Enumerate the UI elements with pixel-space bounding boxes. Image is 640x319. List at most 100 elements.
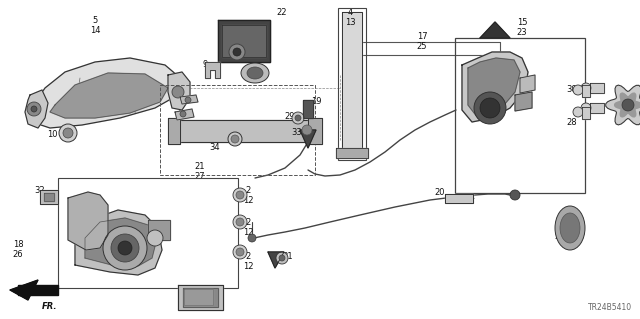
Polygon shape — [222, 25, 266, 57]
Polygon shape — [218, 20, 270, 62]
Text: 2
12: 2 12 — [243, 252, 253, 271]
Ellipse shape — [560, 213, 580, 243]
Text: 21
27: 21 27 — [195, 162, 205, 181]
Text: 15
23: 15 23 — [516, 18, 527, 37]
Polygon shape — [168, 72, 190, 110]
Polygon shape — [614, 93, 640, 117]
Circle shape — [180, 111, 186, 117]
Text: 7: 7 — [190, 95, 196, 104]
Polygon shape — [75, 210, 162, 275]
Circle shape — [185, 97, 191, 103]
Polygon shape — [50, 73, 168, 118]
Polygon shape — [445, 194, 473, 203]
Text: 1
11: 1 11 — [189, 293, 200, 312]
Text: 33: 33 — [292, 128, 302, 137]
Polygon shape — [303, 100, 313, 118]
Circle shape — [573, 107, 583, 117]
Circle shape — [233, 188, 247, 202]
Ellipse shape — [247, 67, 263, 79]
Polygon shape — [10, 280, 38, 300]
Text: 20: 20 — [435, 188, 445, 197]
Bar — [455, 38, 585, 193]
Circle shape — [111, 234, 139, 262]
Circle shape — [573, 85, 583, 95]
Polygon shape — [605, 85, 640, 125]
Polygon shape — [40, 190, 58, 204]
Bar — [338, 8, 366, 160]
Polygon shape — [300, 130, 316, 148]
Text: 16
24: 16 24 — [555, 222, 565, 241]
Text: 2
12: 2 12 — [243, 186, 253, 205]
Circle shape — [231, 135, 239, 143]
Text: 6: 6 — [260, 66, 266, 75]
Polygon shape — [25, 90, 48, 128]
Polygon shape — [342, 12, 362, 150]
Polygon shape — [515, 92, 532, 111]
Circle shape — [233, 48, 241, 56]
Polygon shape — [148, 220, 170, 240]
Circle shape — [63, 128, 73, 138]
Text: 29: 29 — [285, 112, 295, 121]
Circle shape — [59, 124, 77, 142]
Polygon shape — [175, 109, 194, 120]
Text: 32: 32 — [35, 186, 45, 195]
Bar — [160, 85, 315, 175]
Text: 5
14: 5 14 — [90, 16, 100, 35]
Text: 19: 19 — [311, 97, 321, 106]
Polygon shape — [336, 148, 368, 158]
Polygon shape — [582, 85, 590, 97]
Text: 28: 28 — [566, 118, 577, 127]
Circle shape — [276, 252, 288, 264]
Text: 18
26: 18 26 — [13, 240, 23, 259]
Polygon shape — [168, 118, 180, 144]
Text: 4
13: 4 13 — [345, 8, 355, 27]
Polygon shape — [468, 58, 520, 118]
Circle shape — [229, 44, 245, 60]
Circle shape — [147, 230, 163, 246]
Polygon shape — [178, 285, 223, 310]
Polygon shape — [520, 75, 535, 93]
Polygon shape — [85, 218, 156, 266]
Bar — [58, 178, 238, 288]
Polygon shape — [180, 95, 198, 104]
Circle shape — [248, 234, 256, 242]
Polygon shape — [183, 288, 218, 307]
Ellipse shape — [555, 206, 585, 250]
Circle shape — [172, 86, 184, 98]
Text: 31: 31 — [283, 252, 293, 261]
Polygon shape — [590, 103, 604, 113]
Polygon shape — [308, 118, 322, 144]
Circle shape — [295, 115, 301, 121]
Circle shape — [27, 102, 41, 116]
Polygon shape — [590, 83, 604, 93]
Ellipse shape — [241, 63, 269, 83]
Circle shape — [480, 98, 500, 118]
Text: 30: 30 — [566, 85, 577, 94]
Text: TR24B5410: TR24B5410 — [588, 303, 632, 312]
Polygon shape — [582, 107, 590, 119]
Text: 8: 8 — [177, 110, 182, 119]
Text: FR.: FR. — [42, 302, 58, 311]
Circle shape — [279, 255, 285, 261]
Text: 10: 10 — [47, 130, 57, 139]
Circle shape — [581, 103, 591, 113]
Polygon shape — [18, 285, 58, 295]
Circle shape — [236, 218, 244, 226]
Circle shape — [474, 92, 506, 124]
Text: 3: 3 — [620, 100, 625, 109]
Text: 9: 9 — [202, 60, 207, 69]
Polygon shape — [462, 52, 528, 122]
Circle shape — [103, 226, 147, 270]
Circle shape — [236, 191, 244, 199]
Polygon shape — [268, 252, 284, 268]
Circle shape — [228, 132, 242, 146]
Text: 34: 34 — [210, 143, 220, 152]
Polygon shape — [480, 22, 510, 38]
Polygon shape — [205, 62, 220, 78]
Circle shape — [118, 241, 132, 255]
Circle shape — [622, 99, 634, 111]
Polygon shape — [68, 192, 108, 250]
Polygon shape — [170, 120, 310, 142]
Text: 17
25: 17 25 — [417, 32, 428, 51]
Circle shape — [31, 106, 37, 112]
